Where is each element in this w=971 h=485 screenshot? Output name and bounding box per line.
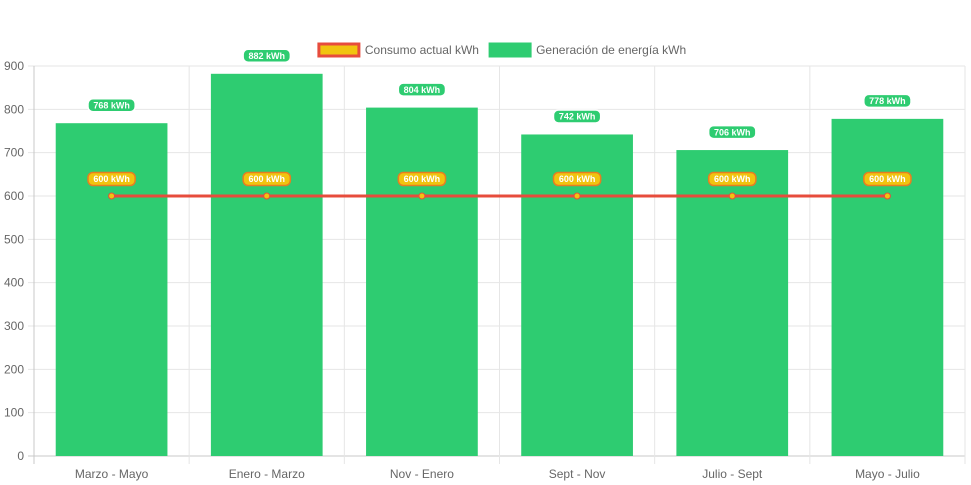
data-label: 768 kWh [93, 100, 130, 110]
x-tick-label: Enero - Marzo [229, 467, 305, 481]
line-series [108, 192, 891, 200]
bar-series [55, 73, 944, 457]
line-point[interactable] [108, 192, 116, 200]
data-label: 706 kWh [714, 127, 751, 137]
data-label-bg [552, 171, 602, 187]
data-labels: 768 kWh 882 kWh 804 kWh 742 kWh 706 kWh 778 k… [87, 48, 912, 187]
bar[interactable] [831, 118, 944, 456]
x-tick-label: Marzo - Mayo [75, 467, 149, 481]
y-tick-label: 0 [17, 449, 24, 463]
data-label-bg [552, 109, 602, 124]
data-label-bg [242, 48, 292, 64]
bar[interactable] [210, 73, 323, 457]
data-label-bg [397, 82, 447, 97]
x-tick-label: Sept - Nov [549, 467, 606, 481]
line-point[interactable] [573, 192, 581, 200]
legend-item[interactable]: Generación de energía kWh [488, 42, 686, 58]
line-point[interactable] [728, 192, 736, 200]
data-label-bg [87, 97, 136, 113]
data-label: 882 kWh [248, 51, 285, 61]
chart-axes: 0 100 200 300 400 500 600 700 800 900 Marzo - Mayo… [4, 59, 920, 481]
data-label-bg [707, 171, 757, 187]
x-tick-label: Mayo - Julio [855, 467, 920, 481]
line-point[interactable] [263, 192, 271, 200]
data-label: 600 kWh [404, 174, 441, 184]
y-tick-label: 100 [4, 406, 24, 420]
legend[interactable]: Consumo actual kWh Generación de energía … [317, 42, 686, 58]
y-tick-label: 400 [4, 276, 24, 290]
data-label: 600 kWh [869, 174, 906, 184]
y-tick-label: 600 [4, 189, 24, 203]
data-label: 600 kWh [559, 174, 596, 184]
chart-grid [28, 65, 966, 464]
x-tick-label: Nov - Enero [390, 467, 454, 481]
bar[interactable] [676, 150, 789, 457]
legend-label: Generación de energía kWh [536, 43, 686, 57]
data-label: 600 kWh [714, 174, 751, 184]
y-tick-label: 900 [4, 59, 24, 73]
line-point[interactable] [883, 192, 891, 200]
data-label: 778 kWh [869, 96, 906, 106]
data-label-bg [242, 171, 292, 187]
data-label-bg [863, 171, 912, 187]
y-tick-label: 300 [4, 319, 24, 333]
x-tick-label: Julio - Sept [702, 467, 763, 481]
legend-swatch [317, 42, 361, 58]
legend-item[interactable]: Consumo actual kWh [317, 42, 479, 58]
data-label: 804 kWh [404, 85, 441, 95]
data-label-bg [397, 171, 447, 187]
data-label-bg [87, 171, 136, 187]
bar[interactable] [521, 134, 633, 456]
y-tick-label: 800 [4, 102, 24, 116]
legend-swatch [488, 42, 532, 58]
y-tick-label: 500 [4, 232, 24, 246]
bar[interactable] [366, 107, 478, 456]
line-point[interactable] [418, 192, 426, 200]
data-label-bg [863, 93, 912, 109]
data-label-bg [707, 124, 757, 140]
y-tick-label: 200 [4, 362, 24, 376]
data-label: 600 kWh [93, 174, 130, 184]
y-tick-label: 700 [4, 146, 24, 160]
legend-label: Consumo actual kWh [365, 43, 479, 57]
data-label: 600 kWh [248, 174, 285, 184]
data-label: 742 kWh [559, 112, 596, 122]
